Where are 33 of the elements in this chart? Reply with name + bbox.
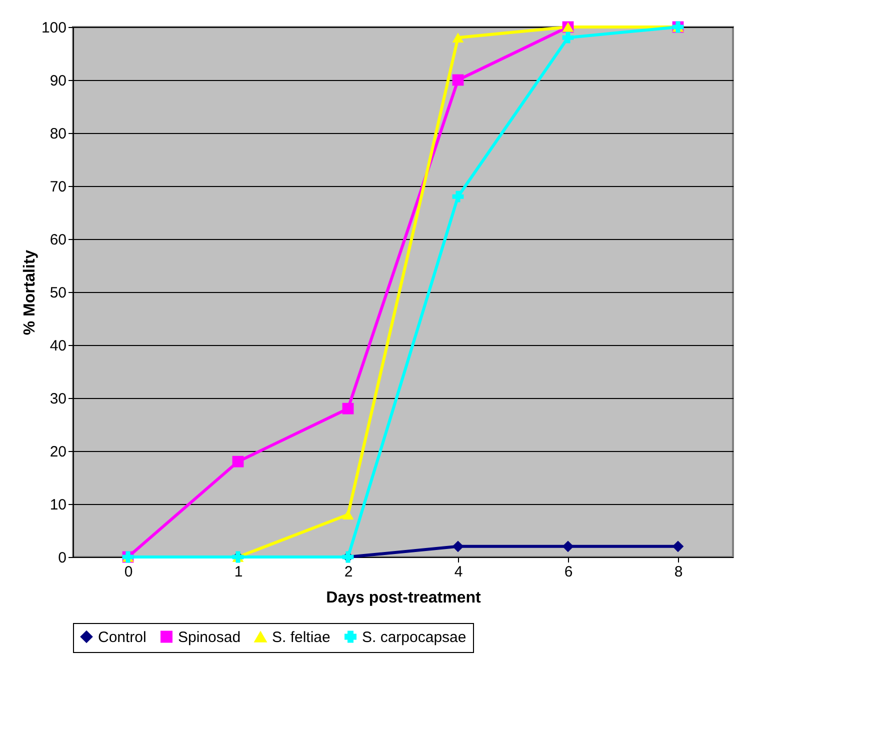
legend-label: S. feltiae bbox=[272, 629, 330, 646]
point bbox=[342, 510, 354, 520]
point bbox=[562, 540, 574, 552]
x-tick-label: 2 bbox=[344, 564, 353, 580]
y-tick-label: 10 bbox=[50, 496, 66, 514]
point bbox=[342, 402, 354, 414]
y-tick-label: 50 bbox=[50, 284, 66, 302]
point bbox=[562, 32, 574, 44]
x-tick-label: 8 bbox=[674, 564, 683, 580]
point bbox=[672, 540, 684, 552]
x-tick-label: 4 bbox=[454, 564, 463, 580]
y-tick-label: 80 bbox=[50, 126, 66, 142]
x-tick-label: 6 bbox=[564, 564, 573, 580]
point bbox=[232, 456, 244, 468]
y-axis-title: % Mortality bbox=[21, 250, 38, 336]
y-tick-label: 100 bbox=[41, 20, 66, 36]
x-tick-label: 0 bbox=[124, 564, 133, 580]
x-axis-title: Days post-treatment bbox=[326, 590, 482, 606]
y-tick-label: 70 bbox=[50, 178, 66, 196]
legend-label: Spinosad bbox=[178, 628, 241, 646]
y-tick-label: 20 bbox=[50, 444, 66, 460]
point bbox=[452, 74, 464, 86]
y-tick-label: 0 bbox=[58, 550, 66, 566]
point bbox=[452, 190, 464, 202]
point bbox=[452, 540, 464, 552]
y-tick-label: 30 bbox=[50, 390, 66, 408]
legend-label: S. carpocapsae bbox=[362, 628, 466, 646]
y-tick-label: 60 bbox=[50, 232, 66, 248]
x-tick-label: 1 bbox=[234, 564, 243, 580]
legend-label: Control bbox=[98, 628, 146, 646]
y-tick-label: 90 bbox=[50, 72, 66, 90]
point bbox=[452, 32, 464, 43]
y-tick-label: 40 bbox=[50, 338, 66, 354]
